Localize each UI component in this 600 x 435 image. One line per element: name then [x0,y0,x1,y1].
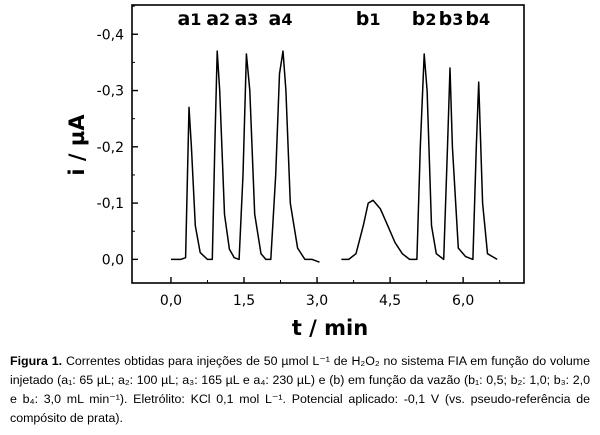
peak-label-index: 1 [190,10,201,29]
peak-label: a1 [177,8,201,30]
peak-label-letter: a [206,8,219,30]
peak-label-index: 1 [369,10,380,29]
x-tick-label: 3,0 [306,293,328,309]
current-traces [171,50,498,263]
x-axis-ticks: 0,0 1,5 3,0 4,5 6,0 [160,277,501,309]
peak-label-index: 4 [281,10,292,29]
peak-labels: a1 a2 a3 a4 b1 b2 b3 b4 [177,8,490,30]
y-tick-label: -0,3 [97,84,124,100]
peak-label-index: 2 [425,10,436,29]
peak-label-index: 3 [247,10,258,29]
y-axis-ticks: 0,0 -0,1 -0,2 -0,3 -0,4 [97,5,138,268]
peak-label-letter: b [356,8,370,30]
y-axis-label: i / µA [65,114,89,176]
peak-label-index: 2 [219,10,230,29]
x-axis-label: t / min [292,316,368,340]
trace-a [171,50,320,263]
peak-label: b4 [465,8,490,30]
peak-label: b2 [412,8,437,30]
peak-label-letter: b [412,8,426,30]
amperometric-chart: 0,0 1,5 3,0 4,5 6,0 0,0-0,1-0,2-0,3-0,4 a1 a2… [65,4,525,340]
peak-label: b3 [439,8,464,30]
plot-frame [131,4,525,284]
y-tick-label: 0,0 [102,252,124,268]
peak-label-letter: a [177,8,190,30]
peak-label-letter: b [439,8,453,30]
x-tick-label: 1,5 [233,293,255,309]
y-tick-label: -0,2 [97,140,124,156]
peak-label-index: 4 [479,10,490,29]
x-tick-label: 4,5 [379,293,401,309]
peak-label-letter: a [269,8,282,30]
peak-label: b1 [356,8,381,30]
y-tick-label: -0,4 [97,27,124,43]
figure-caption: Figura 1. Correntes obtidas para injeçõe… [10,352,590,428]
x-tick-label: 0,0 [160,293,182,309]
figure-label: Figura 1. [10,354,63,368]
peak-label: a3 [234,8,258,30]
peak-label: a4 [269,8,293,30]
peak-label-letter: a [234,8,247,30]
peak-label-letter: b [465,8,479,30]
caption-text: Correntes obtidas para injeções de 50 µm… [10,354,590,425]
peak-label-index: 3 [452,10,463,29]
trace-b [341,53,498,261]
x-tick-label: 6,0 [452,293,474,309]
peak-label: a2 [206,8,230,30]
y-tick-label: -0,1 [97,196,124,212]
